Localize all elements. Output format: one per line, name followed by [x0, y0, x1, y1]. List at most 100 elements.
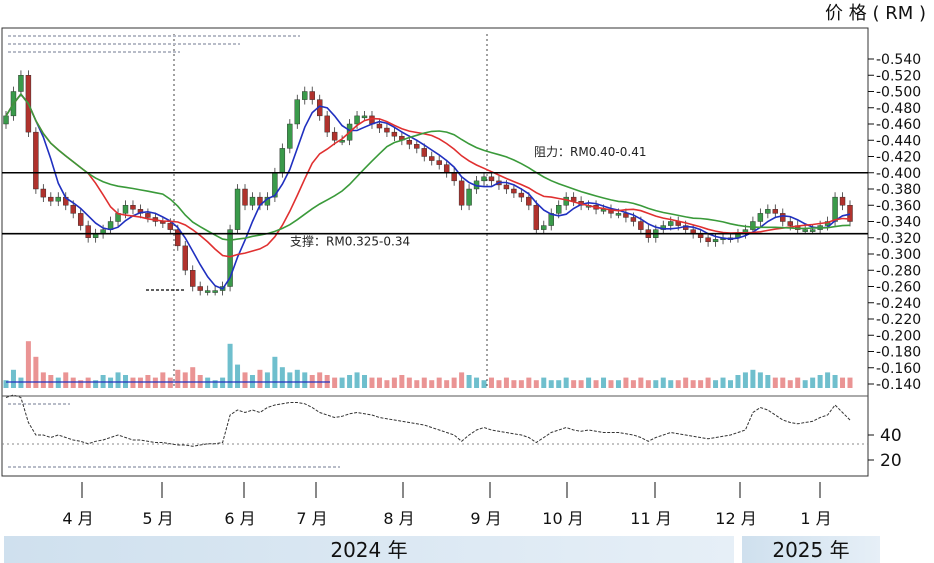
price-tick-label: -0.540	[876, 52, 921, 68]
ma-fast-line	[5, 92, 851, 290]
candle-body	[802, 229, 808, 232]
ma-mid-line	[5, 92, 851, 258]
candle-body	[421, 148, 427, 157]
volume-bar	[750, 369, 756, 388]
volume-bar	[25, 341, 31, 388]
candle-body	[406, 140, 413, 145]
month-label: 8 月	[383, 509, 414, 528]
candle-body	[429, 156, 435, 161]
grid-layer	[2, 34, 868, 397]
candle-body	[384, 127, 390, 133]
candle-body	[130, 205, 136, 210]
price-tick-label: -0.500	[876, 85, 921, 101]
candle-body	[533, 205, 540, 230]
volume-bar	[563, 377, 569, 388]
volume-bar	[780, 377, 786, 388]
candle-body	[3, 115, 9, 125]
volume-bar	[33, 356, 39, 388]
price-tick-label: -0.160	[876, 361, 921, 377]
volume-bar	[369, 377, 375, 388]
candle-body	[242, 188, 248, 206]
month-label: 11 月	[630, 509, 671, 528]
candle-body	[451, 172, 457, 182]
candle-body	[167, 222, 174, 230]
year-label-2025: 2025 年	[772, 538, 849, 562]
candle-body	[443, 164, 450, 173]
volume-bar	[451, 377, 457, 388]
candle-body	[234, 188, 241, 230]
candle-body	[511, 188, 517, 194]
year-bands: 2024 年 2025 年	[4, 536, 880, 563]
candle-body	[18, 75, 24, 92]
candle-body	[832, 196, 838, 222]
volume-bar	[391, 377, 397, 388]
plot-frame	[1, 27, 869, 477]
rsi-panel	[2, 394, 868, 447]
candle-body	[122, 205, 129, 214]
volume-bar	[264, 372, 270, 388]
candle-body	[630, 217, 637, 222]
month-label: 9 月	[470, 509, 501, 528]
candle-body	[309, 91, 315, 100]
volume-bar	[802, 380, 808, 388]
volume-bar	[772, 377, 778, 388]
volume-bar	[503, 377, 509, 388]
volume-bar	[795, 377, 801, 388]
candle-body	[391, 131, 398, 137]
price-tick-label: -0.420	[876, 150, 921, 166]
candle-body	[481, 176, 487, 182]
month-label: 12 月	[715, 509, 756, 528]
price-tick-label: -0.140	[876, 377, 921, 393]
volume-bar	[675, 380, 681, 388]
candle-body	[765, 209, 771, 214]
volume-bar	[175, 369, 181, 388]
candle-body	[488, 176, 495, 182]
candle-body	[287, 123, 293, 149]
volume-bar	[287, 372, 293, 388]
volume-bar	[496, 380, 502, 388]
volume-bar	[257, 369, 263, 388]
volume-bar	[93, 380, 99, 388]
candle-body	[503, 184, 510, 190]
volume-bar	[40, 372, 46, 388]
rsi-tick-label: 40	[880, 426, 902, 446]
candle-body	[279, 148, 286, 173]
volume-bar	[511, 380, 517, 388]
candle-body	[839, 196, 846, 206]
volume-bar	[459, 372, 465, 388]
volume-bar	[152, 377, 158, 388]
volume-bar	[85, 377, 91, 388]
year-band-2025	[742, 536, 880, 563]
month-label: 5 月	[142, 509, 173, 528]
candle-body	[541, 225, 547, 230]
volume-bar	[727, 380, 733, 388]
volume-bar	[713, 380, 719, 388]
candle-body	[77, 213, 84, 226]
volume-bar	[212, 380, 218, 388]
volume-bar	[742, 372, 748, 388]
volume-bar	[317, 372, 323, 388]
volume-bar	[608, 380, 614, 388]
volume-bar	[294, 369, 300, 388]
volume-bar	[466, 375, 472, 388]
volume-bar	[227, 343, 233, 388]
candle-body	[563, 196, 569, 206]
volume-bar	[302, 372, 308, 388]
candle-body	[518, 192, 525, 198]
volume-bar	[70, 377, 76, 388]
volume-bar	[810, 377, 816, 388]
volume-bar	[765, 375, 771, 388]
candle-body	[787, 221, 793, 226]
month-label: 10 月	[542, 509, 583, 528]
volume-bar	[436, 377, 442, 388]
month-label: 7 月	[296, 509, 327, 528]
volume-bar	[406, 377, 412, 388]
volume-bar	[481, 380, 487, 388]
candle-body	[55, 196, 61, 202]
candle-body	[40, 188, 47, 198]
volume-bar	[339, 377, 345, 388]
volume-bar	[399, 375, 405, 388]
candle-body	[70, 205, 76, 214]
candle-body	[750, 221, 756, 230]
